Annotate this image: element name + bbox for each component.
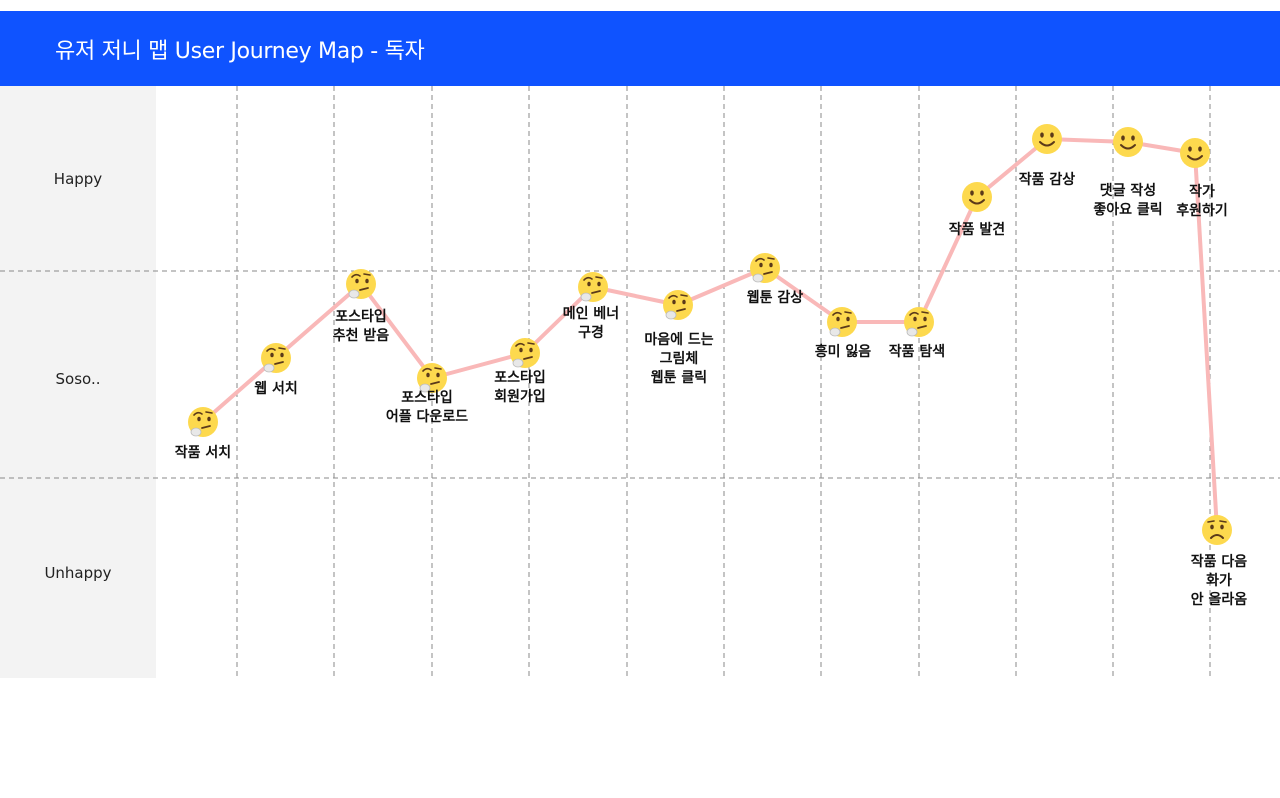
journey-point-label: 작품 발견 xyxy=(948,222,1006,238)
journey-point-label: 흥미 잃음 xyxy=(814,344,872,360)
journey-point-label: 작품 탐색 xyxy=(888,344,946,360)
thinking-face-icon xyxy=(417,363,447,393)
thinking-face-icon xyxy=(188,407,218,437)
thinking-face-icon xyxy=(578,272,608,302)
row-label-soso: Soso.. xyxy=(55,370,101,388)
thinking-face-icon xyxy=(663,290,693,320)
row-label-happy: Happy xyxy=(53,170,103,188)
journey-point-label: 메인 베너 구경 xyxy=(562,306,620,341)
thinking-face-icon xyxy=(827,307,857,337)
journey-point-label: 마음에 드는 그림체 웹툰 클릭 xyxy=(644,332,714,386)
thinking-face-icon xyxy=(346,269,376,299)
happy-face-icon xyxy=(1032,124,1062,154)
row-labels-panel: Happy Soso.. Unhappy xyxy=(0,86,156,678)
thinking-face-icon xyxy=(261,343,291,373)
page-title: 유저 저니 맵 User Journey Map - 독자 xyxy=(55,39,425,64)
journey-point-label: 작품 서치 xyxy=(174,445,232,461)
journey-point-label: 포스타입 회원가입 xyxy=(494,370,546,405)
thinking-face-icon xyxy=(510,338,540,368)
row-label-unhappy: Unhappy xyxy=(44,564,112,582)
sad-face-icon xyxy=(1202,515,1232,545)
journey-point-label: 포스타입 추천 받음 xyxy=(332,309,390,344)
journey-point-label: 포스타입 어플 다운로드 xyxy=(385,390,469,425)
journey-point-label: 웹툰 감상 xyxy=(746,290,804,306)
journey-point-label: 작품 감상 xyxy=(1018,172,1076,188)
happy-face-icon xyxy=(1113,127,1143,157)
happy-face-icon xyxy=(962,182,992,212)
happy-face-icon xyxy=(1180,138,1210,168)
thinking-face-icon xyxy=(904,307,934,337)
thinking-face-icon xyxy=(750,253,780,283)
journey-point-label: 웹 서치 xyxy=(254,381,298,397)
journey-point-label: 댓글 작성 좋아요 클릭 xyxy=(1093,183,1163,218)
journey-point-label: 작품 다음화가 안 올라옴 xyxy=(1190,554,1248,608)
journey-point-label: 작가 후원하기 xyxy=(1176,184,1228,219)
header-bar: 유저 저니 맵 User Journey Map - 독자 xyxy=(0,11,1280,86)
